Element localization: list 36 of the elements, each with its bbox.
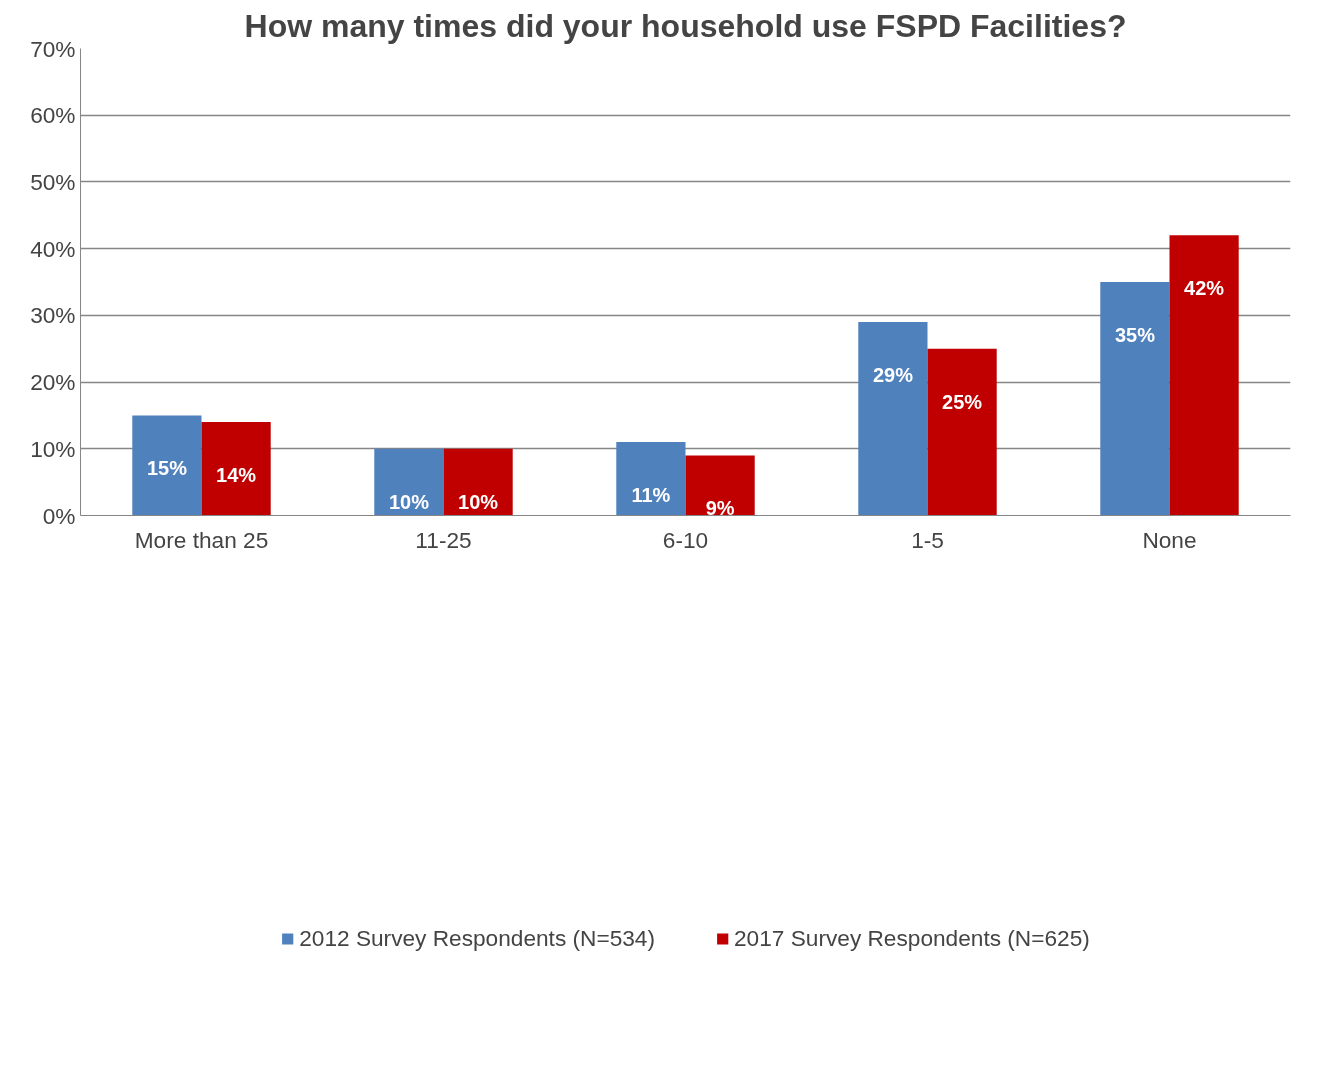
x-tick-label: 6-10	[662, 526, 709, 553]
y-tick-label: 30%	[30, 302, 76, 329]
chart-title: How many times did your household use FSPD Facilities?	[244, 7, 1127, 44]
data-label: 10%	[458, 490, 499, 513]
y-tick-label: 50%	[30, 168, 76, 195]
x-tick-label: None	[1142, 526, 1197, 553]
y-tick-label: 60%	[30, 102, 76, 129]
legend-label: 2012 Survey Respondents (N=534)	[299, 924, 655, 952]
data-label: 35%	[1114, 324, 1156, 346]
data-label: 42%	[1184, 277, 1225, 300]
bar	[616, 442, 686, 516]
y-tick-label: 0%	[42, 502, 76, 529]
y-tick-label: 10%	[30, 435, 76, 462]
x-tick-label: 1-5	[911, 526, 944, 553]
data-label: 10%	[388, 490, 430, 513]
x-tick-label: 11-25	[415, 526, 472, 553]
bar	[927, 348, 997, 516]
data-label: 11%	[631, 484, 671, 507]
x-tick-label: More than 25	[134, 526, 269, 553]
bar	[443, 448, 513, 516]
y-tick-label: 70%	[30, 35, 76, 62]
bar	[1100, 282, 1170, 516]
bar	[858, 322, 928, 516]
bar	[685, 455, 755, 516]
y-tick-label: 40%	[30, 235, 76, 262]
bar	[374, 448, 444, 516]
bar	[1169, 235, 1239, 516]
y-tick-label: 20%	[30, 369, 76, 396]
legend-label: 2017 Survey Respondents (N=625)	[734, 924, 1090, 952]
data-label: 15%	[146, 457, 188, 480]
data-label: 25%	[942, 390, 983, 413]
bar	[132, 415, 202, 516]
bar	[201, 422, 271, 516]
data-label: 29%	[872, 364, 914, 387]
data-label: 14%	[216, 464, 257, 487]
data-label: 9%	[705, 497, 735, 520]
